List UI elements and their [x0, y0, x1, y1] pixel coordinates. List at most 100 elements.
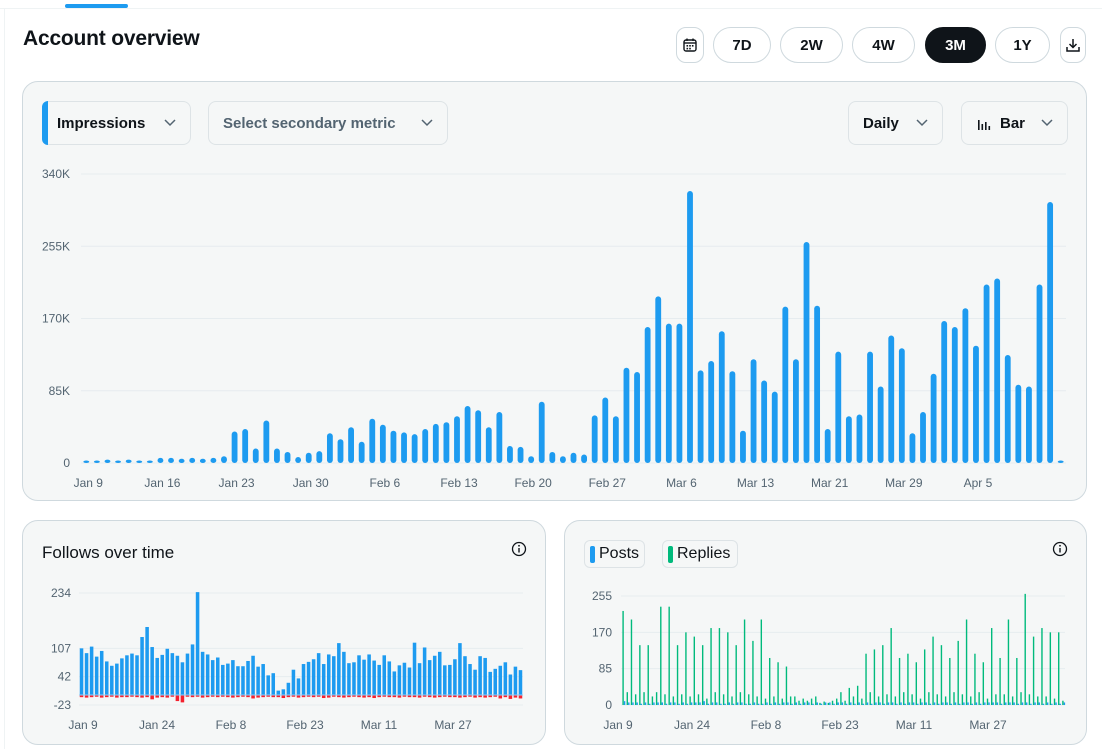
posts-bar	[1042, 703, 1045, 705]
unfollows-bar	[412, 694, 417, 698]
unfollows-bar	[276, 694, 281, 698]
impressions-bar	[824, 429, 831, 463]
unfollows-bar	[266, 694, 270, 697]
unfollows-bar	[402, 694, 407, 697]
posts-bar	[690, 702, 693, 705]
posts-bar	[950, 703, 953, 705]
posts-bar	[1059, 703, 1061, 705]
follows-bar	[256, 666, 260, 695]
replies-bar	[735, 645, 737, 705]
info-icon[interactable]	[1052, 541, 1068, 557]
download-icon	[1066, 39, 1080, 52]
x-tick-label: Jan 24	[674, 718, 710, 732]
impressions-bar	[326, 433, 333, 463]
x-tick-label: Feb 20	[514, 476, 552, 490]
range-3m-button[interactable]: 3M	[925, 27, 986, 63]
impressions-bar	[729, 371, 736, 463]
granularity-dropdown[interactable]: Daily	[848, 101, 943, 145]
impressions-bar	[146, 460, 153, 463]
impressions-bar	[771, 391, 778, 463]
follows-bar	[311, 659, 316, 695]
x-tick-label: Jan 9	[74, 476, 104, 490]
replies-bar	[785, 666, 788, 705]
posts-bar	[896, 703, 898, 705]
unfollows-bar	[362, 694, 366, 698]
posts-bar	[1021, 702, 1024, 705]
impressions-bar	[496, 412, 503, 463]
unfollows-bar	[89, 694, 94, 698]
impressions-bar	[761, 380, 768, 463]
posts-bar	[640, 703, 643, 705]
chart-type-dropdown[interactable]: Bar	[961, 101, 1068, 145]
primary-metric-dropdown[interactable]: Impressions	[42, 101, 191, 145]
info-icon[interactable]	[511, 541, 527, 557]
impressions-bar	[962, 308, 969, 463]
posts-bar	[774, 702, 777, 705]
range-2w-button[interactable]: 2W	[780, 27, 843, 63]
posts-bar	[992, 702, 994, 705]
posts-bar	[963, 702, 965, 705]
unfollows-bar	[337, 694, 341, 698]
unfollows-bar	[195, 694, 200, 697]
posts-bar	[816, 702, 818, 705]
impressions-bar	[750, 359, 757, 463]
page-title: Account overview	[23, 27, 200, 50]
secondary-metric-dropdown[interactable]: Select secondary metric	[208, 101, 448, 145]
follows-bar	[513, 666, 518, 695]
replies-bar	[748, 694, 750, 705]
posts-bar	[623, 701, 626, 705]
calendar-button[interactable]	[676, 27, 704, 63]
replies-bar	[798, 700, 800, 705]
replies-bar	[718, 628, 721, 705]
download-button[interactable]	[1060, 27, 1086, 63]
replies-bar	[999, 657, 1001, 705]
unfollows-bar	[190, 694, 195, 698]
range-4w-button[interactable]: 4W	[852, 27, 915, 63]
unfollows-bar	[160, 694, 165, 698]
replies-bar	[823, 701, 825, 705]
range-7d-button[interactable]: 7D	[713, 27, 771, 63]
unfollows-bar	[296, 694, 301, 698]
replies-bar	[731, 696, 733, 705]
posts-bar	[871, 703, 873, 705]
posts-bar	[984, 702, 986, 705]
legend-posts[interactable]: Posts	[584, 540, 645, 568]
replies-bar	[802, 698, 804, 705]
unfollows-bar	[104, 694, 109, 698]
unfollows-bar	[226, 694, 230, 698]
impressions-bar	[888, 335, 895, 463]
posts-bar	[778, 703, 781, 705]
impressions-bar	[793, 359, 799, 463]
unfollows-bar	[155, 694, 159, 698]
y-tick-label: 0	[605, 698, 612, 712]
impressions-bar	[475, 410, 482, 463]
unfollows-bar	[79, 694, 84, 698]
follows-bar	[306, 661, 311, 695]
follows-bar	[362, 659, 366, 695]
replies-bar	[865, 653, 867, 705]
replies-bar	[701, 645, 704, 705]
top-divider	[0, 8, 1102, 9]
range-1y-button[interactable]: 1Y	[995, 27, 1050, 63]
follows-bar	[226, 663, 230, 695]
replies-bar	[706, 698, 708, 705]
posts-bar	[720, 703, 722, 705]
replies-bar	[810, 698, 813, 705]
posts-bar	[1013, 702, 1015, 705]
impressions-bar	[432, 423, 439, 463]
unfollows-bar	[453, 694, 457, 698]
posts-bar	[1026, 702, 1028, 705]
impressions-bar	[930, 373, 937, 463]
impressions-bar	[591, 415, 598, 463]
unfollows-bar	[125, 694, 129, 698]
x-tick-label: Jan 9	[603, 718, 633, 732]
posts-bar	[942, 702, 944, 705]
posts-bar	[1009, 702, 1011, 705]
follows-bar	[271, 673, 276, 695]
x-tick-label: Mar 11	[361, 718, 398, 732]
impressions-bar	[316, 451, 323, 463]
legend-replies[interactable]: Replies	[662, 540, 738, 568]
unfollows-bar	[316, 694, 321, 697]
impressions-bar	[973, 345, 979, 463]
posts-bar	[988, 702, 990, 705]
